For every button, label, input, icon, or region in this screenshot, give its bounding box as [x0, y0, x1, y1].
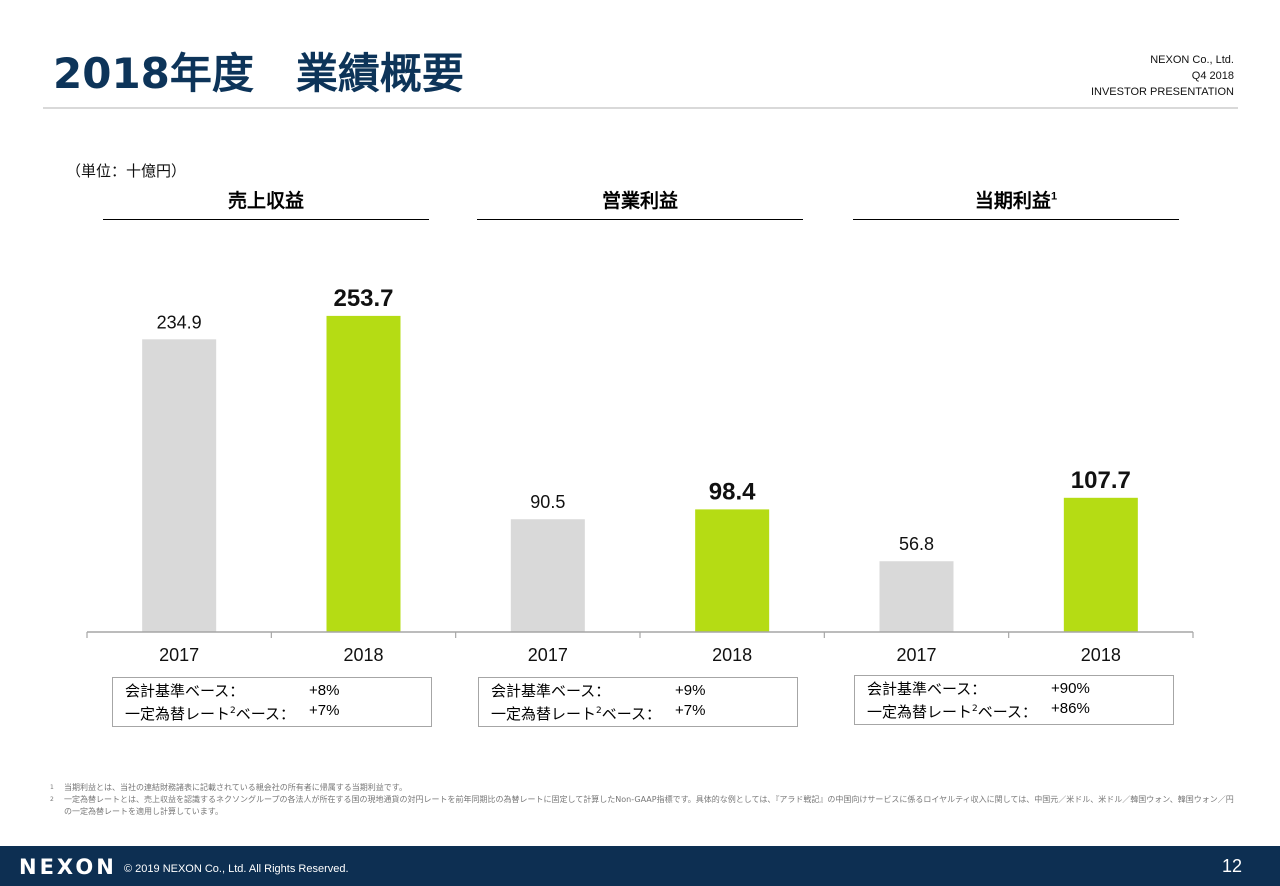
constant-currency-label: 一定為替レート2ベース： [125, 705, 296, 723]
nexon-logo: NEXON [19, 855, 117, 879]
growth-box-operating-income: 会計基準ベース： +9% 一定為替レート2ベース： +7% [478, 677, 798, 727]
bar-1-2017 [510, 519, 585, 632]
constant-currency-label: 一定為替レート2ベース： [867, 703, 1038, 721]
data-label: 253.7 [333, 285, 393, 312]
x-tick-label: 2017 [896, 645, 936, 665]
x-tick-label: 2017 [159, 645, 199, 665]
copyright-text: © 2019 NEXON Co., Ltd. All Rights Reserv… [124, 863, 349, 875]
data-label: 234.9 [157, 312, 202, 332]
reported-basis-label: 会計基準ベース： [491, 682, 611, 700]
panel-title-text: 当期利益 [974, 190, 1051, 212]
footnote-2: 2 一定為替レートとは、売上収益を認識するネクソングループの各法人が所在する国の現… [50, 795, 1234, 816]
corporate-info: NEXON Co., Ltd. Q4 2018 INVESTOR PRESENT… [1091, 52, 1234, 100]
bar-1-2018 [695, 509, 770, 632]
constant-currency-growth: +86% [1051, 700, 1090, 717]
reported-basis-label: 会計基準ベース： [125, 682, 245, 700]
panel-title-revenue: 売上収益 [103, 186, 429, 220]
constant-currency-label: 一定為替レート2ベース： [491, 705, 662, 723]
footnotes: 1 当期利益とは、当社の連結財務諸表に記載されている親会社の所有者に帰属する当期利… [50, 782, 1235, 818]
title-divider [43, 107, 1238, 109]
x-tick-label: 2018 [343, 645, 383, 665]
bar-chart: 234.9 2017 253.7 2018 90.5 2017 98.4 2018 56.8 20… [86, 285, 1194, 665]
constant-currency-growth: +7% [675, 702, 706, 719]
document-type: INVESTOR PRESENTATION [1090, 86, 1234, 98]
footer-bar: NEXON © 2019 NEXON Co., Ltd. All Rights … [0, 846, 1280, 886]
reported-growth: +9% [675, 682, 706, 699]
panel-title-operating-income: 営業利益 [477, 186, 803, 220]
x-tick-label: 2017 [528, 645, 568, 665]
x-tick-label: 2018 [712, 645, 752, 665]
panel-title-text: 営業利益 [601, 190, 678, 212]
unit-label: （単位：十億円） [66, 162, 187, 180]
data-label: 107.7 [1071, 467, 1131, 494]
growth-box-net-income: 会計基準ベース： +90% 一定為替レート2ベース： +86% [854, 675, 1174, 725]
bar-0-2018 [326, 315, 401, 632]
footnote-mark: 1 [1050, 190, 1058, 203]
panel-title-text: 売上収益 [227, 190, 304, 212]
footnote-1: 1 当期利益とは、当社の連結財務諸表に記載されている親会社の所有者に帰属する当期利… [50, 783, 407, 792]
panel-title-net-income: 当期利益1 [853, 186, 1179, 220]
data-label: 90.5 [530, 492, 565, 512]
bar-2-2017 [879, 561, 954, 632]
page-number: 12 [1221, 856, 1242, 876]
data-label: 56.8 [899, 534, 934, 554]
data-label: 98.4 [709, 478, 756, 505]
company-name: NEXON Co., Ltd. [1150, 54, 1234, 66]
growth-box-revenue: 会計基準ベース： +8% 一定為替レート2ベース： +7% [112, 677, 432, 727]
bar-2-2018 [1063, 497, 1138, 632]
constant-currency-growth: +7% [309, 702, 340, 719]
reported-growth: +90% [1051, 680, 1090, 697]
reported-basis-label: 会計基準ベース： [867, 680, 987, 698]
reported-growth: +8% [309, 682, 340, 699]
bar-0-2017 [142, 339, 217, 632]
period-label: Q4 2018 [1191, 70, 1234, 82]
page-title: 2018年度 業績概要 [53, 49, 464, 98]
x-tick-label: 2018 [1081, 645, 1121, 665]
